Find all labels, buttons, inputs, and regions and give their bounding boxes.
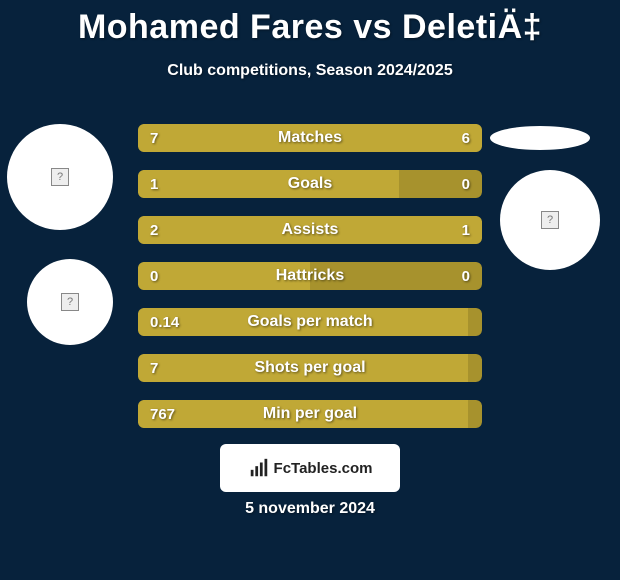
- decorative-oval: [490, 126, 590, 150]
- bar-left-fill: [138, 400, 468, 428]
- stat-row: 00Hattricks: [138, 262, 482, 290]
- chart-icon: [248, 457, 270, 479]
- bar-left-fill: [138, 354, 468, 382]
- broken-image-icon: ?: [51, 168, 69, 186]
- bar-left-fill: [138, 216, 368, 244]
- date-label: 5 november 2024: [0, 500, 620, 518]
- bar-right-fill: [324, 124, 482, 152]
- stat-row: 76Matches: [138, 124, 482, 152]
- broken-image-icon: ?: [541, 211, 559, 229]
- player-photo-left-2: ?: [27, 259, 113, 345]
- broken-image-icon: ?: [61, 293, 79, 311]
- stat-row: 0.14Goals per match: [138, 308, 482, 336]
- page-title: Mohamed Fares vs DeletiÄ‡: [0, 8, 620, 47]
- bar-left-fill: [138, 308, 468, 336]
- attribution-text: FcTables.com: [274, 460, 373, 477]
- player-photo-left-1: ?: [7, 124, 113, 230]
- bar-right-fill: [368, 216, 482, 244]
- stat-row: 7Shots per goal: [138, 354, 482, 382]
- stat-row: 10Goals: [138, 170, 482, 198]
- bar-left-fill: [138, 170, 399, 198]
- stat-row: 767Min per goal: [138, 400, 482, 428]
- page-subtitle: Club competitions, Season 2024/2025: [0, 62, 620, 80]
- stat-row: 21Assists: [138, 216, 482, 244]
- bar-left-fill: [138, 262, 310, 290]
- comparison-bars: 76Matches 10Goals 21Assists 00Hattricks 0.14…: [138, 124, 482, 446]
- attribution-badge: FcTables.com: [220, 444, 400, 492]
- player-photo-right-1: ?: [500, 170, 600, 270]
- bar-left-fill: [138, 124, 324, 152]
